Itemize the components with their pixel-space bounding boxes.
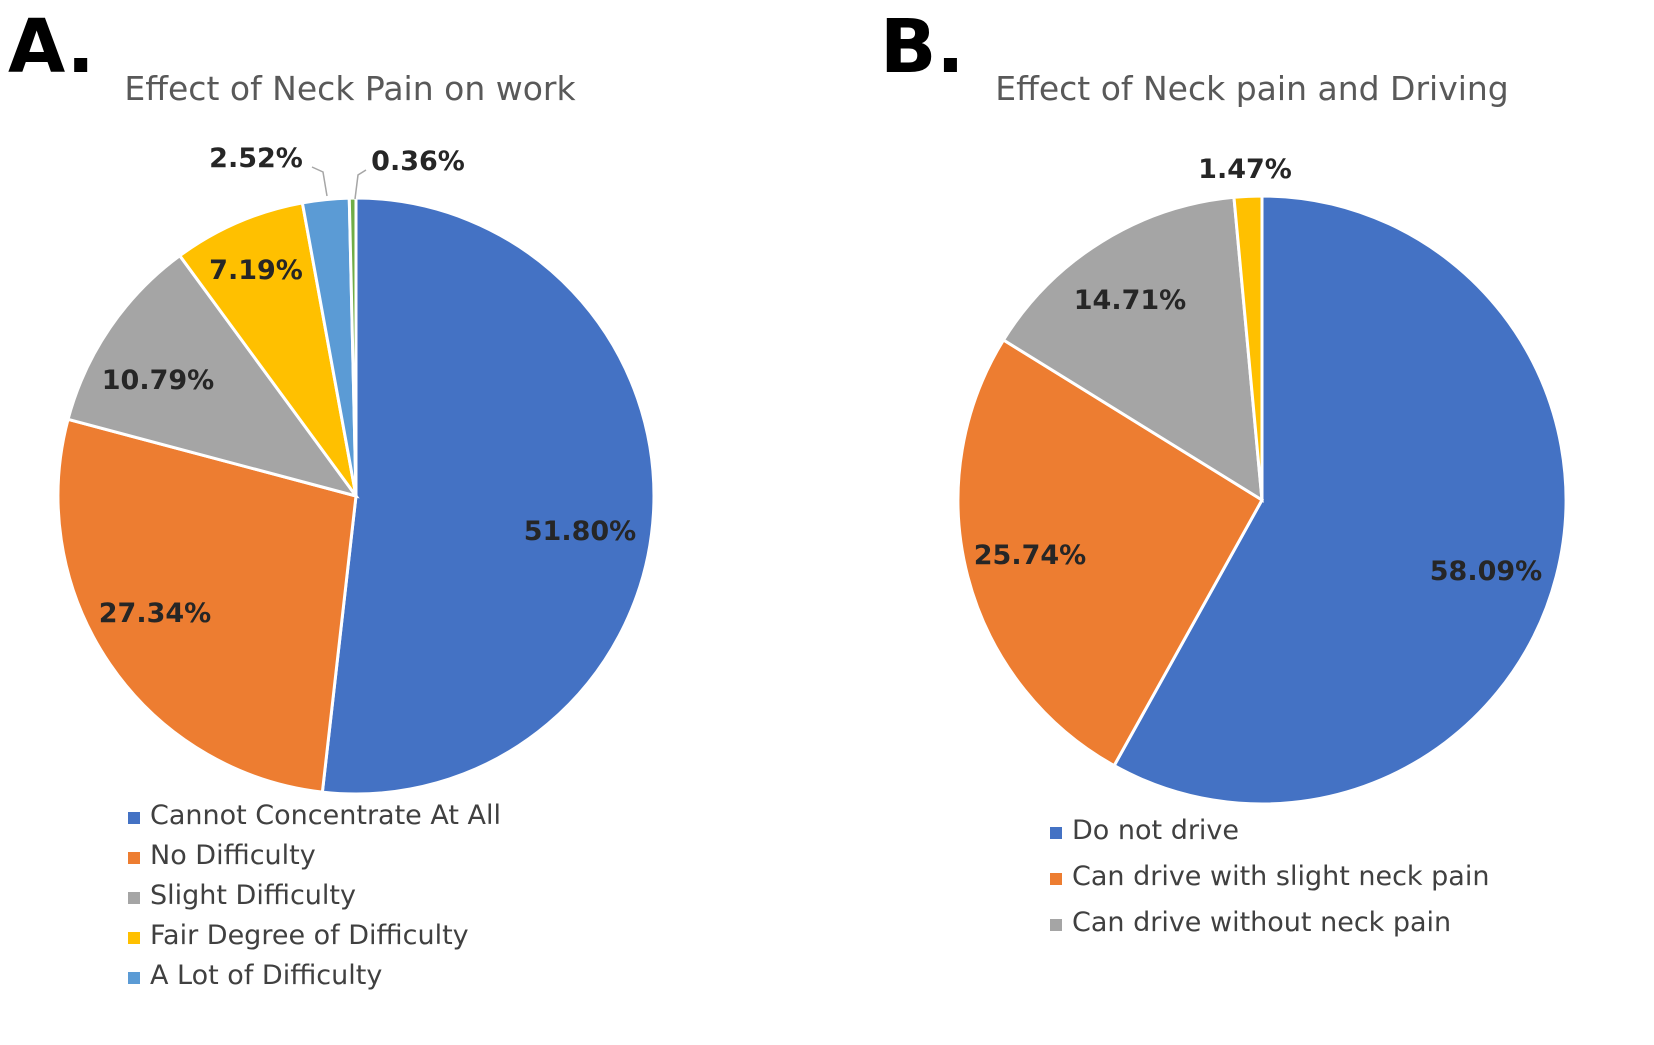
panel-a: A. Effect of Neck Pain on work 51.80% 27.… [8,4,656,991]
legend-swatch [128,932,140,944]
data-label: 10.79% [102,365,214,396]
pie-slice [1232,194,1264,501]
pie-slice [320,196,656,796]
legend-item: Can drive without neck pain [1050,907,1451,938]
legend-label: Slight Difficulty [150,880,356,911]
legend-item: Do not drive [1050,815,1239,846]
legend-swatch [1050,873,1062,885]
data-label: 2.52% [209,143,303,174]
data-label: 58.09% [1430,556,1542,587]
pie-slice [1001,195,1264,503]
pie-slice [1112,194,1568,806]
legend-label: A Lot of Difficulty [150,960,382,991]
legend-swatch [128,812,140,824]
pie-slice [177,201,358,497]
legend-swatch [1050,919,1062,931]
pie-slice [56,417,358,794]
legend-label: Can drive with slight neck pain [1072,861,1489,892]
legend-swatch [1050,827,1062,839]
legend-item: No Difficulty [128,840,316,871]
panel-a-data-labels: 51.80% 27.34% 10.79% 7.19% 2.52% 0.36% [99,143,636,629]
data-label: 0.36% [371,146,465,177]
pie-slice [66,253,360,499]
panel-b-title: Effect of Neck pain and Driving [995,69,1509,108]
leader-line [354,169,367,200]
legend-label: Can drive without neck pain [1072,907,1451,938]
data-label: 51.80% [524,516,636,547]
panel-b: B. Effect of Neck pain and Driving 58.09… [880,4,1568,938]
pie-slice [956,337,1265,768]
legend-swatch [128,972,140,984]
panel-b-letter: B. [880,4,965,90]
legend-item: A Lot of Difficulty [128,960,382,991]
panel-b-data-labels: 58.09% 25.74% 14.71% 1.47% [974,154,1542,587]
pie-slice [347,196,358,497]
data-label: 25.74% [974,540,1086,571]
panel-b-legend: Do not drive Can drive with slight neck p… [1050,815,1489,938]
panel-a-title: Effect of Neck Pain on work [124,69,576,108]
data-label: 7.19% [209,255,303,286]
legend-item: Cannot Concentrate At All [128,800,501,831]
legend-swatch [128,852,140,864]
legend-label: Cannot Concentrate At All [150,800,501,831]
legend-label: No Difficulty [150,840,316,871]
leader-line [311,166,328,197]
legend-label: Fair Degree of Difficulty [150,920,469,951]
panel-a-legend: Cannot Concentrate At All No Difficulty Sl… [128,800,501,991]
data-label: 1.47% [1198,154,1292,185]
panel-a-pie [56,196,656,796]
legend-swatch [128,892,140,904]
data-label: 14.71% [1074,285,1186,316]
panel-a-letter: A. [8,4,95,90]
legend-item: Can drive with slight neck pain [1050,861,1489,892]
panel-b-pie [956,194,1568,806]
legend-item: Fair Degree of Difficulty [128,920,469,951]
legend-item: Slight Difficulty [128,880,356,911]
legend-label: Do not drive [1072,815,1239,846]
data-label: 27.34% [99,598,211,629]
